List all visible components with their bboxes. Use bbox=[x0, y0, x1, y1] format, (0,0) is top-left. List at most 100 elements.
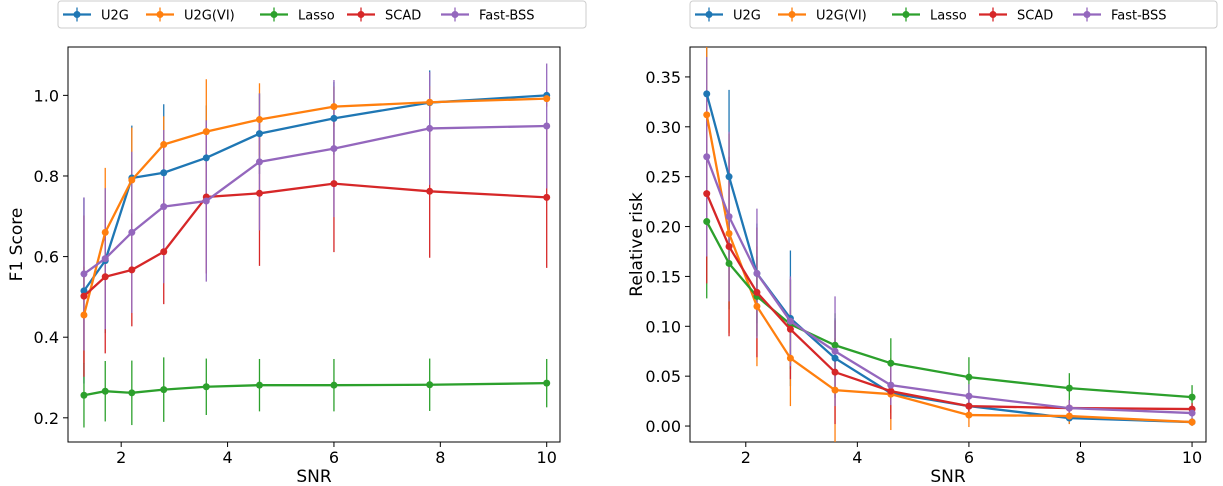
chart2-lasso-point bbox=[725, 259, 733, 267]
chart1-scad-point bbox=[101, 273, 109, 281]
chart2-legend-u2g-marker bbox=[705, 11, 713, 18]
chart2-lasso-point bbox=[965, 373, 973, 381]
chart2-lasso-point bbox=[887, 359, 895, 367]
chart2-fast-bss-point bbox=[725, 213, 733, 221]
chart1-legend bbox=[57, 0, 587, 29]
chart2-series-group bbox=[703, 47, 1196, 442]
chart1-u2g-vi-point bbox=[426, 98, 434, 106]
chart2-fast-bss-point bbox=[753, 269, 761, 277]
chart1-lasso-point bbox=[202, 383, 210, 391]
chart2-fast-bss-point bbox=[831, 347, 839, 355]
chart1-u2g-vi-point bbox=[330, 103, 338, 111]
chart2-y-tick-label: 0.00 bbox=[645, 417, 681, 436]
chart2-u2g-vi-point bbox=[1065, 412, 1073, 420]
chart1-fast-bss-point bbox=[255, 158, 263, 166]
chart2-legend-u2g-vi-marker bbox=[788, 11, 796, 18]
chart2-y-tick-label: 0.35 bbox=[645, 68, 681, 87]
chart1-y-axis-label: F1 Score bbox=[7, 208, 27, 282]
chart1-series-group bbox=[80, 63, 551, 428]
chart2-fast-bss-point bbox=[1065, 404, 1073, 412]
chart2-x-tick-label: 6 bbox=[964, 448, 974, 467]
chart2-legend-scad-label: SCAD bbox=[1017, 9, 1053, 24]
chart1-fast-bss-point bbox=[330, 145, 338, 153]
chart1-lasso-point bbox=[255, 381, 263, 389]
chart2-scad-point bbox=[887, 387, 895, 395]
chart2-x-tick-label: 2 bbox=[741, 448, 751, 467]
chart2-scad-point bbox=[831, 368, 839, 376]
chart2-legend-scad-marker bbox=[989, 11, 997, 18]
chart1-legend-fast-bss-marker bbox=[451, 11, 459, 18]
chart2-fast-bss-point bbox=[703, 153, 711, 161]
chart1-legend-u2g-vi-label: U2G(VI) bbox=[184, 9, 235, 24]
chart1-lasso-point bbox=[101, 387, 109, 395]
chart1-y-tick-label: 0.8 bbox=[34, 167, 59, 186]
chart1-legend-u2g-marker bbox=[73, 11, 81, 18]
chart1-lasso-point bbox=[426, 381, 434, 389]
chart1-u2g-point bbox=[80, 287, 88, 295]
chart1-scad-point bbox=[255, 189, 263, 197]
chart1-x-tick-label: 10 bbox=[537, 448, 557, 467]
chart1-lasso-point bbox=[543, 379, 551, 387]
chart2-y-tick-label: 0.25 bbox=[645, 168, 681, 187]
chart2-legend-lasso-marker bbox=[902, 11, 910, 18]
chart1-fast-bss-point bbox=[543, 122, 551, 130]
chart2-lasso-point bbox=[1065, 384, 1073, 392]
chart1-u2g-point bbox=[202, 154, 210, 162]
chart1-scad-point bbox=[426, 187, 434, 195]
chart1-legend-lasso-label: Lasso bbox=[298, 9, 335, 24]
chart1-u2g-point bbox=[160, 169, 168, 177]
chart2-x-tick-label: 8 bbox=[1075, 448, 1085, 467]
chart2-legend-fast-bss-label: Fast-BSS bbox=[1111, 9, 1167, 24]
chart2-u2g-vi-point bbox=[703, 111, 711, 119]
chart1-legend-scad-marker bbox=[357, 11, 365, 18]
chart1-u2g-point bbox=[330, 114, 338, 122]
chart1-fast-bss-point bbox=[80, 270, 88, 278]
chart1-scad-point bbox=[128, 266, 136, 274]
chart1-fast-bss-point bbox=[128, 228, 136, 236]
chart2-lasso-point bbox=[1188, 393, 1196, 401]
chart2-scad-point bbox=[786, 325, 794, 333]
chart2-fast-bss-point bbox=[786, 317, 794, 325]
chart2-u2g-vi-point bbox=[786, 354, 794, 362]
chart1-legend-scad-label: SCAD bbox=[385, 9, 421, 24]
chart2-y-tick-label: 0.05 bbox=[645, 367, 681, 386]
chart1-lasso-point bbox=[80, 391, 88, 399]
chart1-x-tick-label: 8 bbox=[435, 448, 445, 467]
chart2-u2g-vi-point bbox=[965, 411, 973, 419]
chart1-fast-bss-point bbox=[101, 255, 109, 263]
chart2-fast-bss-point bbox=[965, 392, 973, 400]
chart2-y-tick-label: 0.30 bbox=[645, 118, 681, 137]
chart2-u2g-vi-point bbox=[753, 302, 761, 310]
chart1-u2g-vi-point bbox=[101, 228, 109, 236]
chart2-y-tick-label: 0.20 bbox=[645, 218, 681, 237]
chart2-u2g-point bbox=[725, 173, 733, 181]
chart2-scad-point bbox=[725, 242, 733, 250]
chart1-x-tick-label: 6 bbox=[329, 448, 339, 467]
chart1-x-axis-label: SNR bbox=[296, 467, 332, 486]
chart1-u2g-vi-point bbox=[255, 116, 263, 124]
relative-risk-chart: 2 4 6 8 10 0.00 0.05 0.10 0.15 0.20 0.25 0.30 0.35 SN… bbox=[627, 0, 1218, 486]
chart2-x-tick-label: 4 bbox=[852, 448, 862, 467]
chart1-fast-bss-point bbox=[202, 197, 210, 205]
chart1-scad-point bbox=[160, 248, 168, 256]
chart1-y-tick-label: 0.2 bbox=[34, 409, 59, 428]
chart1-y-tick-label: 0.6 bbox=[34, 248, 59, 267]
chart2-legend-u2g-vi-label: U2G(VI) bbox=[816, 9, 867, 24]
chart2-scad-point bbox=[753, 288, 761, 296]
chart1-scad-point bbox=[80, 292, 88, 300]
chart2-scad-point bbox=[965, 402, 973, 410]
chart1-u2g-vi-point bbox=[543, 95, 551, 103]
chart1-scad-point bbox=[330, 180, 338, 188]
chart2-plot-frame bbox=[689, 46, 1207, 443]
chart2-u2g-vi-point bbox=[831, 386, 839, 394]
chart1-legend-fast-bss-label: Fast-BSS bbox=[479, 9, 535, 24]
chart1-legend-lasso-marker bbox=[270, 11, 278, 18]
chart1-u2g-point bbox=[255, 130, 263, 138]
chart2-x-axis-label: SNR bbox=[930, 467, 966, 486]
chart2-lasso-point bbox=[831, 341, 839, 349]
chart2-lasso-point bbox=[703, 218, 711, 226]
chart1-legend-u2g-vi-marker bbox=[156, 11, 164, 18]
chart1-legend-u2g-label: U2G bbox=[101, 9, 129, 24]
f1-score-chart: 2 4 6 8 10 0.2 0.4 0.6 0.8 1.0 SNR F1 Score U2G U2G(V… bbox=[7, 0, 587, 486]
chart1-y-tick-label: 0.4 bbox=[34, 328, 59, 347]
